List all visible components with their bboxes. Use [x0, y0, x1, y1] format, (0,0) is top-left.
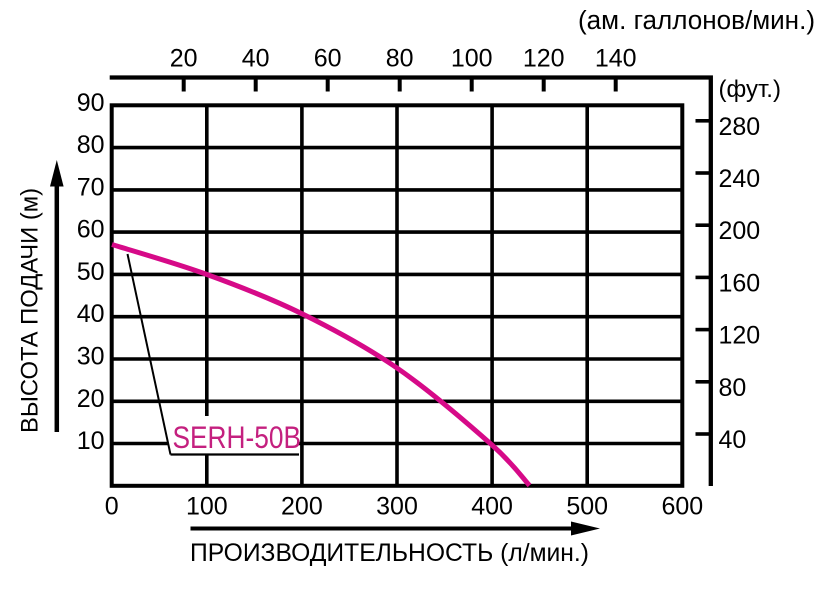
svg-text:300: 300 [376, 493, 418, 521]
svg-text:90: 90 [77, 89, 105, 117]
svg-text:30: 30 [77, 343, 105, 371]
svg-text:70: 70 [77, 173, 105, 201]
svg-text:ПРОИЗВОДИТЕЛЬНОСТЬ (л/мин.): ПРОИЗВОДИТЕЛЬНОСТЬ (л/мин.) [190, 539, 589, 567]
svg-text:10: 10 [77, 427, 105, 455]
svg-text:200: 200 [719, 217, 761, 245]
svg-text:0: 0 [105, 493, 119, 521]
svg-text:80: 80 [77, 131, 105, 159]
svg-text:40: 40 [77, 300, 105, 328]
svg-text:40: 40 [719, 426, 747, 454]
svg-text:500: 500 [566, 493, 608, 521]
svg-text:60: 60 [77, 216, 105, 244]
svg-text:100: 100 [186, 493, 228, 521]
svg-text:20: 20 [77, 385, 105, 413]
svg-text:200: 200 [281, 493, 323, 521]
svg-text:160: 160 [719, 269, 761, 297]
svg-text:80: 80 [386, 45, 414, 73]
svg-text:40: 40 [242, 45, 270, 73]
svg-text:(фут.): (фут.) [719, 76, 781, 103]
svg-text:ВЫСОТА ПОДАЧИ (м): ВЫСОТА ПОДАЧИ (м) [17, 188, 44, 433]
svg-text:280: 280 [719, 113, 761, 141]
svg-text:SERH-50B: SERH-50B [173, 419, 302, 455]
svg-text:50: 50 [77, 258, 105, 286]
svg-text:(ам. галлонов/мин.): (ам. галлонов/мин.) [578, 7, 815, 35]
svg-text:20: 20 [170, 45, 198, 73]
svg-text:400: 400 [471, 493, 513, 521]
svg-text:60: 60 [314, 45, 342, 73]
svg-text:80: 80 [719, 374, 747, 402]
svg-text:140: 140 [595, 45, 637, 73]
svg-text:600: 600 [661, 493, 703, 521]
svg-text:120: 120 [719, 322, 761, 350]
svg-text:120: 120 [523, 45, 565, 73]
svg-text:240: 240 [719, 165, 761, 193]
svg-text:100: 100 [451, 45, 493, 73]
